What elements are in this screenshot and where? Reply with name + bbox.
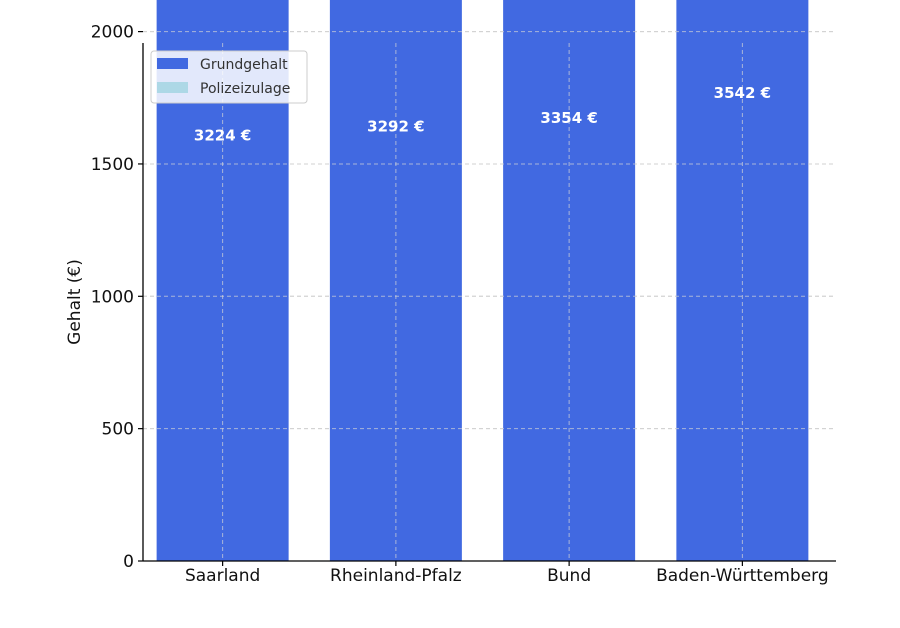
legend-swatch-grundgehalt (157, 58, 188, 69)
legend-swatch-polizeizulage (157, 82, 188, 93)
x-tick-label-bund: Bund (547, 566, 591, 586)
value-label-grundgehalt-rheinland-pfalz: 3292 € (367, 117, 424, 135)
y-tick-label-1500: 1500 (91, 155, 134, 175)
legend-label-grundgehalt: Grundgehalt (200, 57, 288, 73)
x-tick-label-rheinland-pfalz: Rheinland-Pfalz (330, 566, 462, 586)
y-tick-label-2000: 2000 (91, 23, 134, 43)
bar-grundgehalt-rheinland-pfalz (329, 0, 462, 561)
bars (143, 0, 836, 562)
value-label-grundgehalt-baden-wurttemberg: 3542 € (714, 84, 771, 102)
axes (142, 43, 836, 562)
legend-frame (150, 50, 308, 104)
x-tick-label-baden-wurttemberg: Baden-Württemberg (656, 566, 829, 586)
bar-grundgehalt-bund (503, 0, 636, 562)
y-axis-title: Gehalt (€) (65, 259, 85, 345)
legend: Grundgehalt Polizeizulage (150, 50, 308, 104)
y-ticks: 0500100015002000250030003500 (91, 23, 143, 572)
y-tick-label-500: 500 (102, 420, 134, 440)
x-tick-label-saarland: Saarland (185, 566, 260, 586)
value-label-grundgehalt-saarland: 3224 € (194, 126, 251, 144)
y-tick-label-1000: 1000 (91, 287, 134, 307)
x-ticks: Saarland Rheinland-Pfalz Bund Baden-Württem… (185, 561, 829, 586)
legend-label-polizeizulage: Polizeizulage (200, 81, 290, 97)
value-label-grundgehalt-bund: 3354 € (540, 109, 597, 127)
y-tick-label-0: 0 (123, 552, 134, 572)
value-labels: 3224 €135 €3292 €180 €3354 €228 €3542 €1… (194, 84, 771, 144)
